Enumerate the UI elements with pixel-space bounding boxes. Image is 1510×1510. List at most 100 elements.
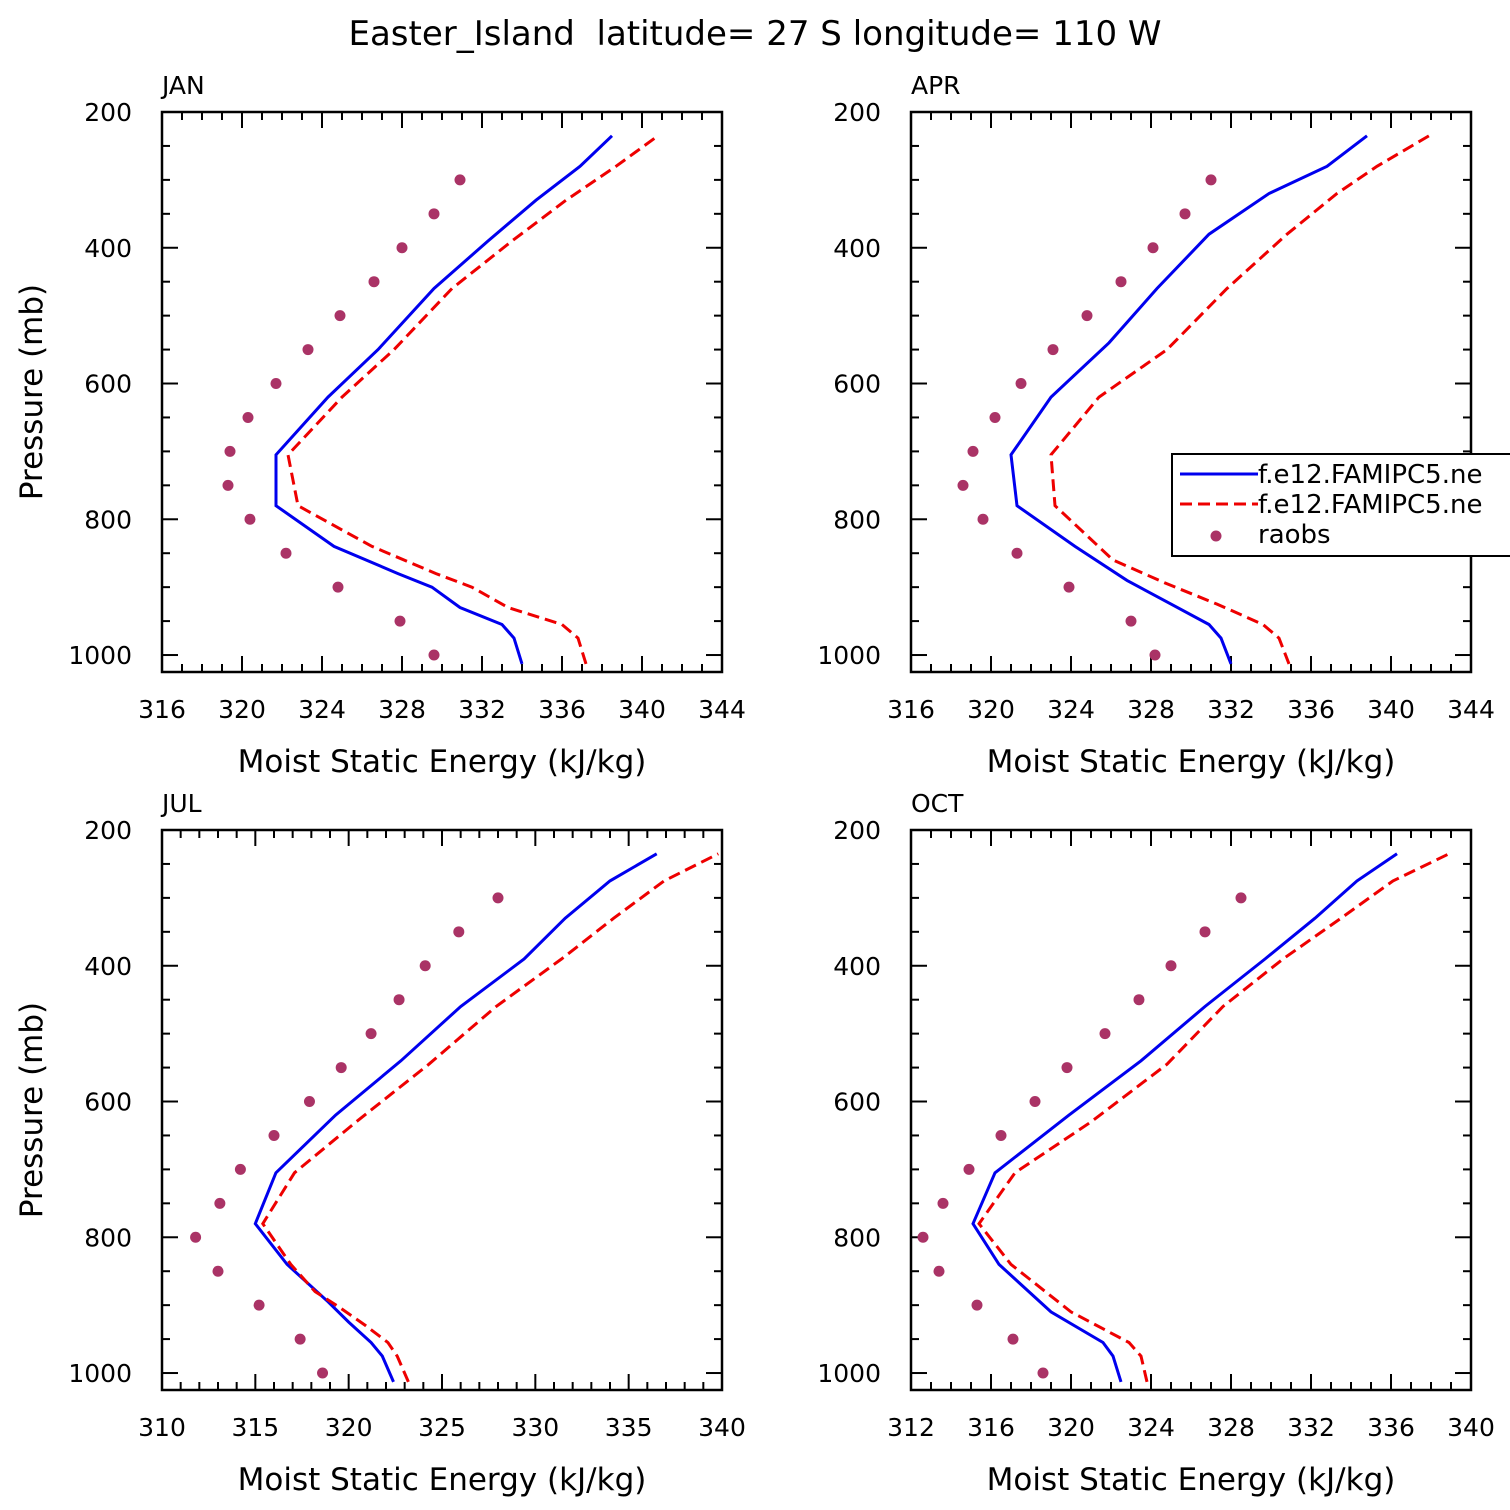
raobs-marker bbox=[428, 649, 440, 661]
raobs-marker bbox=[989, 411, 1001, 423]
y-tick-label: 800 bbox=[84, 1223, 132, 1252]
raobs-marker bbox=[917, 1231, 929, 1243]
raobs-marker bbox=[1179, 208, 1191, 220]
x-tick-label: 324 bbox=[298, 695, 346, 724]
raobs-marker bbox=[332, 581, 344, 593]
raobs-marker bbox=[280, 547, 292, 559]
raobs-marker bbox=[1147, 242, 1159, 254]
legend-marker bbox=[1210, 530, 1222, 542]
raobs-marker bbox=[242, 411, 254, 423]
x-tick-label: 344 bbox=[1447, 695, 1495, 724]
y-tick-label: 1000 bbox=[68, 1359, 132, 1388]
x-tick-label: 325 bbox=[418, 1413, 466, 1442]
x-tick-label: 328 bbox=[1207, 1413, 1255, 1442]
x-tick-label: 316 bbox=[967, 1413, 1015, 1442]
legend-box bbox=[1171, 453, 1510, 557]
plot-frame bbox=[160, 110, 724, 674]
raobs-marker bbox=[419, 960, 431, 972]
y-tick-label: 1000 bbox=[817, 641, 881, 670]
x-tick-label: 324 bbox=[1047, 695, 1095, 724]
raobs-marker bbox=[214, 1197, 226, 1209]
legend-label: f.e12.FAMIPC5.ne bbox=[1258, 460, 1482, 490]
x-tick-label: 315 bbox=[231, 1413, 279, 1442]
y-tick-label: 400 bbox=[833, 234, 881, 263]
model-line-solid bbox=[274, 134, 614, 665]
legend-label: f.e12.FAMIPC5.ne bbox=[1258, 490, 1482, 520]
raobs-marker bbox=[1149, 649, 1161, 661]
raobs-marker bbox=[334, 310, 346, 322]
x-tick-label: 340 bbox=[1367, 695, 1415, 724]
x-tick-label: 320 bbox=[1047, 1413, 1095, 1442]
panel-title: JAN bbox=[160, 71, 205, 100]
panel-title: OCT bbox=[911, 789, 964, 818]
model-line-solid bbox=[1009, 134, 1368, 665]
x-tick-label: 328 bbox=[378, 695, 426, 724]
y-axis-label: Pressure (mb) bbox=[14, 1002, 50, 1218]
raobs-marker bbox=[303, 1096, 315, 1108]
raobs-marker bbox=[270, 378, 282, 390]
raobs-marker bbox=[244, 513, 256, 525]
raobs-marker bbox=[428, 208, 440, 220]
y-tick-label: 800 bbox=[833, 1223, 881, 1252]
x-tick-label: 310 bbox=[138, 1413, 186, 1442]
y-axis-label: Pressure (mb) bbox=[14, 284, 50, 500]
y-tick-label: 200 bbox=[84, 816, 132, 845]
raobs-marker bbox=[1133, 994, 1145, 1006]
raobs-marker bbox=[1047, 344, 1059, 356]
raobs-marker bbox=[937, 1197, 949, 1209]
x-tick-label: 332 bbox=[1207, 695, 1255, 724]
raobs-marker bbox=[302, 344, 314, 356]
y-tick-label: 400 bbox=[84, 952, 132, 981]
raobs-marker bbox=[1199, 926, 1211, 938]
raobs-marker bbox=[967, 445, 979, 457]
y-tick-label: 600 bbox=[84, 1088, 132, 1117]
panel-jul: JUL 310 315 320 325 330 335 340 200 400 600 800 1000… bbox=[14, 789, 746, 1498]
raobs-marker bbox=[253, 1299, 265, 1311]
raobs-marker bbox=[224, 445, 236, 457]
x-tick-label: 340 bbox=[1447, 1413, 1495, 1442]
raobs-marker bbox=[268, 1129, 280, 1141]
x-axis-label: Moist Static Energy (kJ/kg) bbox=[238, 744, 647, 780]
panel-apr: APR 316 320 324 328 332 336 340 344 200 400 600 800 1… bbox=[817, 71, 1494, 780]
raobs-marker bbox=[212, 1265, 224, 1277]
model-line-dashed bbox=[1049, 134, 1430, 665]
raobs-marker bbox=[454, 174, 466, 186]
raobs-marker bbox=[1007, 1333, 1019, 1345]
plot-frame bbox=[909, 828, 1473, 1392]
panel-title: JUL bbox=[160, 789, 202, 818]
y-tick-label: 400 bbox=[84, 234, 132, 263]
raobs-marker bbox=[393, 994, 405, 1006]
x-axis-label: Moist Static Energy (kJ/kg) bbox=[987, 744, 1396, 780]
raobs-marker bbox=[1205, 174, 1217, 186]
y-tick-label: 800 bbox=[84, 505, 132, 534]
plot-frame bbox=[160, 828, 724, 1392]
x-tick-label: 340 bbox=[698, 1413, 746, 1442]
raobs-marker bbox=[317, 1367, 329, 1379]
raobs-marker bbox=[396, 242, 408, 254]
x-tick-label: 320 bbox=[967, 695, 1015, 724]
raobs-marker bbox=[1115, 276, 1127, 288]
x-tick-label: 324 bbox=[1127, 1413, 1175, 1442]
x-tick-label: 335 bbox=[605, 1413, 653, 1442]
model-line-dashed bbox=[286, 134, 659, 665]
raobs-marker bbox=[977, 513, 989, 525]
raobs-marker bbox=[234, 1163, 246, 1175]
panel-oct: OCT 312 316 320 324 328 332 336 340 200 400 600 800 1… bbox=[817, 789, 1494, 1498]
y-tick-label: 200 bbox=[833, 816, 881, 845]
raobs-marker bbox=[1061, 1062, 1073, 1074]
x-tick-label: 340 bbox=[618, 695, 666, 724]
panel-title: APR bbox=[911, 71, 961, 100]
raobs-marker bbox=[1165, 960, 1177, 972]
raobs-marker bbox=[933, 1265, 945, 1277]
raobs-marker bbox=[1063, 581, 1075, 593]
raobs-marker bbox=[294, 1333, 306, 1345]
model-line-solid bbox=[971, 852, 1398, 1383]
raobs-marker bbox=[222, 479, 234, 491]
legend-label: raobs bbox=[1258, 520, 1331, 550]
raobs-marker bbox=[394, 615, 406, 627]
y-tick-label: 400 bbox=[833, 952, 881, 981]
x-tick-label: 336 bbox=[1367, 1413, 1415, 1442]
raobs-marker bbox=[1029, 1096, 1041, 1108]
